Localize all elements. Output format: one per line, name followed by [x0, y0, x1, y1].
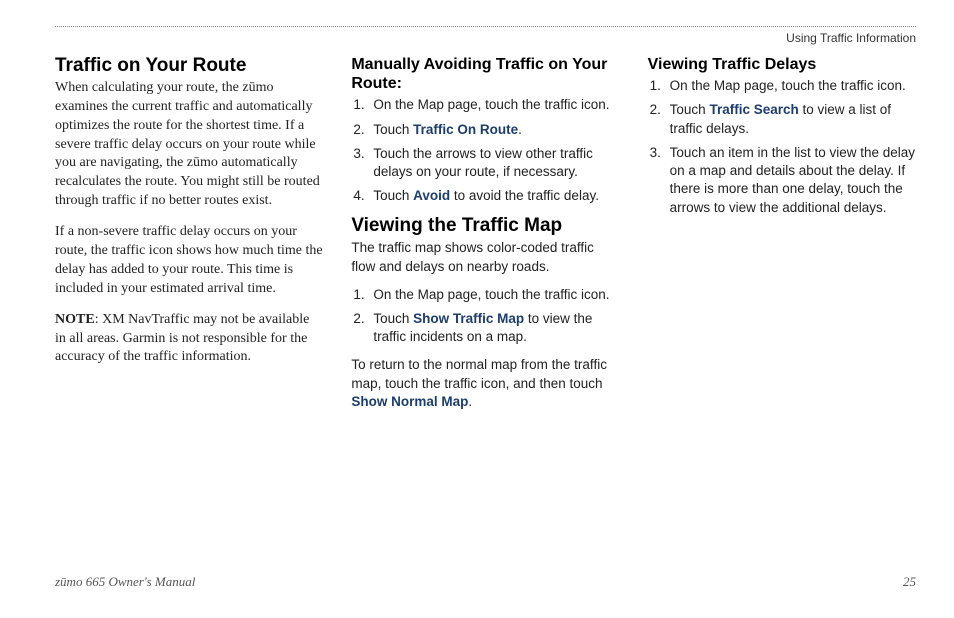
text: Touch	[373, 311, 413, 326]
top-rule	[55, 26, 916, 27]
note-paragraph: NOTE: XM NavTraffic may not be available…	[55, 311, 323, 368]
text: To return to the normal map from the tra…	[351, 357, 607, 390]
footer-page-number: 25	[903, 574, 916, 590]
paragraph: To return to the normal map from the tra…	[351, 356, 619, 411]
list-item: On the Map page, touch the traffic icon.	[351, 96, 619, 114]
text: .	[518, 122, 522, 137]
keyword: Show Normal Map	[351, 394, 468, 409]
footer-manual-title: zūmo 665 Owner's Manual	[55, 574, 195, 590]
list-item: Touch Traffic On Route.	[351, 121, 619, 139]
list-item: Touch Avoid to avoid the traffic delay.	[351, 187, 619, 205]
page-footer: zūmo 665 Owner's Manual 25	[55, 574, 916, 590]
list-item: Touch the arrows to view other traffic d…	[351, 145, 619, 181]
list-item: Touch Traffic Search to view a list of t…	[648, 101, 916, 137]
paragraph: When calculating your route, the zūmo ex…	[55, 79, 323, 211]
list-item: On the Map page, touch the traffic icon.	[648, 77, 916, 95]
keyword: Traffic Search	[709, 102, 798, 117]
list-item: On the Map page, touch the traffic icon.	[351, 286, 619, 304]
view-steps-list: On the Map page, touch the traffic icon.…	[351, 286, 619, 347]
manual-steps-list: On the Map page, touch the traffic icon.…	[351, 96, 619, 205]
keyword: Show Traffic Map	[413, 311, 524, 326]
text: Touch	[373, 122, 413, 137]
column-1: Traffic on Your Route When calculating y…	[55, 55, 323, 421]
paragraph: If a non-severe traffic delay occurs on …	[55, 223, 323, 299]
text: Touch	[373, 188, 413, 203]
list-item: Touch an item in the list to view the de…	[648, 144, 916, 217]
keyword: Avoid	[413, 188, 450, 203]
heading-view-traffic-map: Viewing the Traffic Map	[351, 215, 619, 237]
heading-manual-avoid: Manually Avoiding Traffic on Your Route:	[351, 55, 619, 93]
text: to avoid the traffic delay.	[450, 188, 599, 203]
text: .	[468, 394, 472, 409]
content-columns: Traffic on Your Route When calculating y…	[55, 55, 916, 421]
paragraph: The traffic map shows color-coded traffi…	[351, 239, 619, 275]
list-item: Touch Show Traffic Map to view the traff…	[351, 310, 619, 346]
section-header: Using Traffic Information	[55, 31, 916, 45]
heading-traffic-route: Traffic on Your Route	[55, 55, 323, 77]
keyword: Traffic On Route	[413, 122, 518, 137]
note-label: NOTE	[55, 312, 95, 327]
delays-steps-list: On the Map page, touch the traffic icon.…	[648, 77, 916, 217]
column-2: Manually Avoiding Traffic on Your Route:…	[351, 55, 619, 421]
text: Touch	[670, 102, 710, 117]
column-3: Viewing Traffic Delays On the Map page, …	[648, 55, 916, 421]
heading-view-delays: Viewing Traffic Delays	[648, 55, 916, 74]
